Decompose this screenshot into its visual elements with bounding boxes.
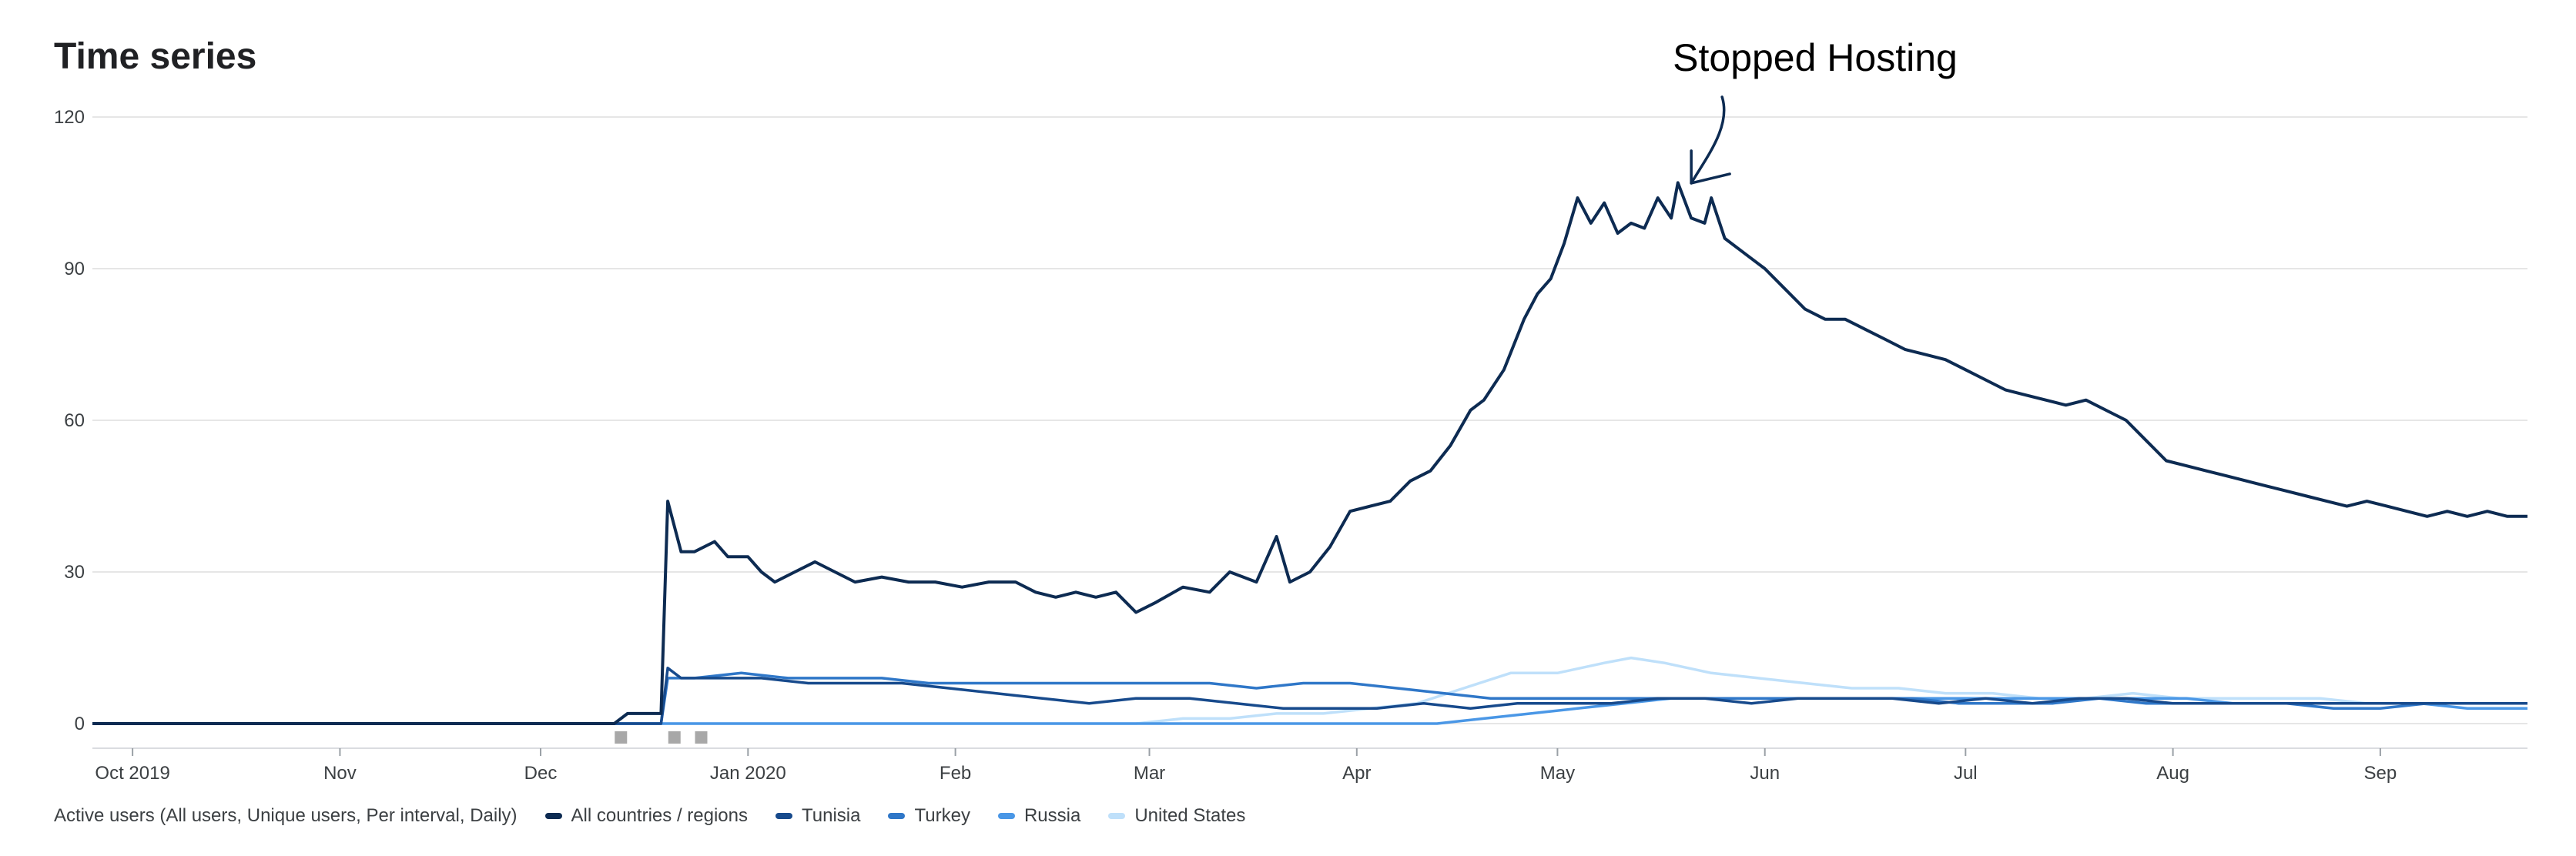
annotation-arrow-head	[1690, 149, 1731, 185]
legend-prefix: Active users (All users, Unique users, P…	[54, 805, 518, 826]
page-title: Time series	[54, 36, 257, 77]
series-line-united-states	[92, 656, 2527, 725]
x-tick-label: Sep	[2364, 763, 2397, 784]
grid-layer	[92, 116, 2527, 724]
event-marker[interactable]	[668, 731, 681, 744]
x-tick-label: Oct 2019	[95, 763, 169, 784]
x-tick-label: Dec	[524, 763, 558, 784]
y-tick-label: 0	[75, 714, 85, 734]
legend-item-all-countries-regions[interactable]: All countries / regions	[544, 805, 748, 827]
legend-item-tunisia[interactable]: Tunisia	[775, 805, 860, 827]
legend-label: Russia	[1023, 805, 1081, 826]
y-tick-label: 30	[64, 562, 85, 583]
legend-label: United States	[1134, 805, 1246, 826]
x-tick-label: May	[1540, 763, 1575, 784]
event-marker[interactable]	[695, 731, 708, 744]
series-line-all-countries-regions	[92, 181, 2527, 725]
event-marker[interactable]	[615, 731, 628, 744]
x-tick-label: Aug	[2156, 763, 2189, 784]
axis-layer: 0 30 60 90 120 Oct 2019 Nov Dec Jan 2020 Feb Mar Ap…	[54, 107, 2527, 784]
series-line-tunisia	[92, 667, 2527, 725]
legend-label: Turkey	[914, 805, 970, 826]
x-tick-label: Feb	[940, 763, 971, 784]
x-tick-label: Mar	[1134, 763, 1165, 784]
annotation-layer: Stopped Hosting	[1673, 36, 1958, 185]
x-tick-label: Nov	[323, 763, 357, 784]
legend-swatch	[997, 813, 1015, 819]
x-tick-label: Jun	[1750, 763, 1780, 784]
time-series-chart: 0 30 60 90 120 Oct 2019 Nov Dec Jan 2020 Feb Mar Ap…	[54, 36, 2527, 784]
x-tick-label: Jan 2020	[710, 763, 786, 784]
legend-item-united-states[interactable]: United States	[1108, 805, 1245, 827]
y-tick-label: 60	[64, 410, 85, 431]
y-tick-label: 90	[64, 259, 85, 279]
series-layer	[92, 181, 2527, 725]
x-tick-label: Apr	[1342, 763, 1371, 784]
x-tick-label: Jul	[1954, 763, 1978, 784]
legend-item-turkey[interactable]: Turkey	[888, 805, 970, 827]
legend-swatch	[888, 813, 906, 819]
legend-swatch	[1108, 813, 1126, 819]
legend-item-russia[interactable]: Russia	[997, 805, 1081, 827]
legend-swatch	[775, 813, 792, 819]
legend-label: All countries / regions	[571, 805, 748, 826]
legend: Active users (All users, Unique users, P…	[54, 805, 1245, 827]
legend-swatch	[544, 813, 562, 819]
annotation-text: Stopped Hosting	[1673, 36, 1958, 79]
y-tick-label: 120	[54, 107, 85, 128]
legend-label: Tunisia	[802, 805, 861, 826]
annotation-arrow-shaft	[1690, 95, 1726, 185]
